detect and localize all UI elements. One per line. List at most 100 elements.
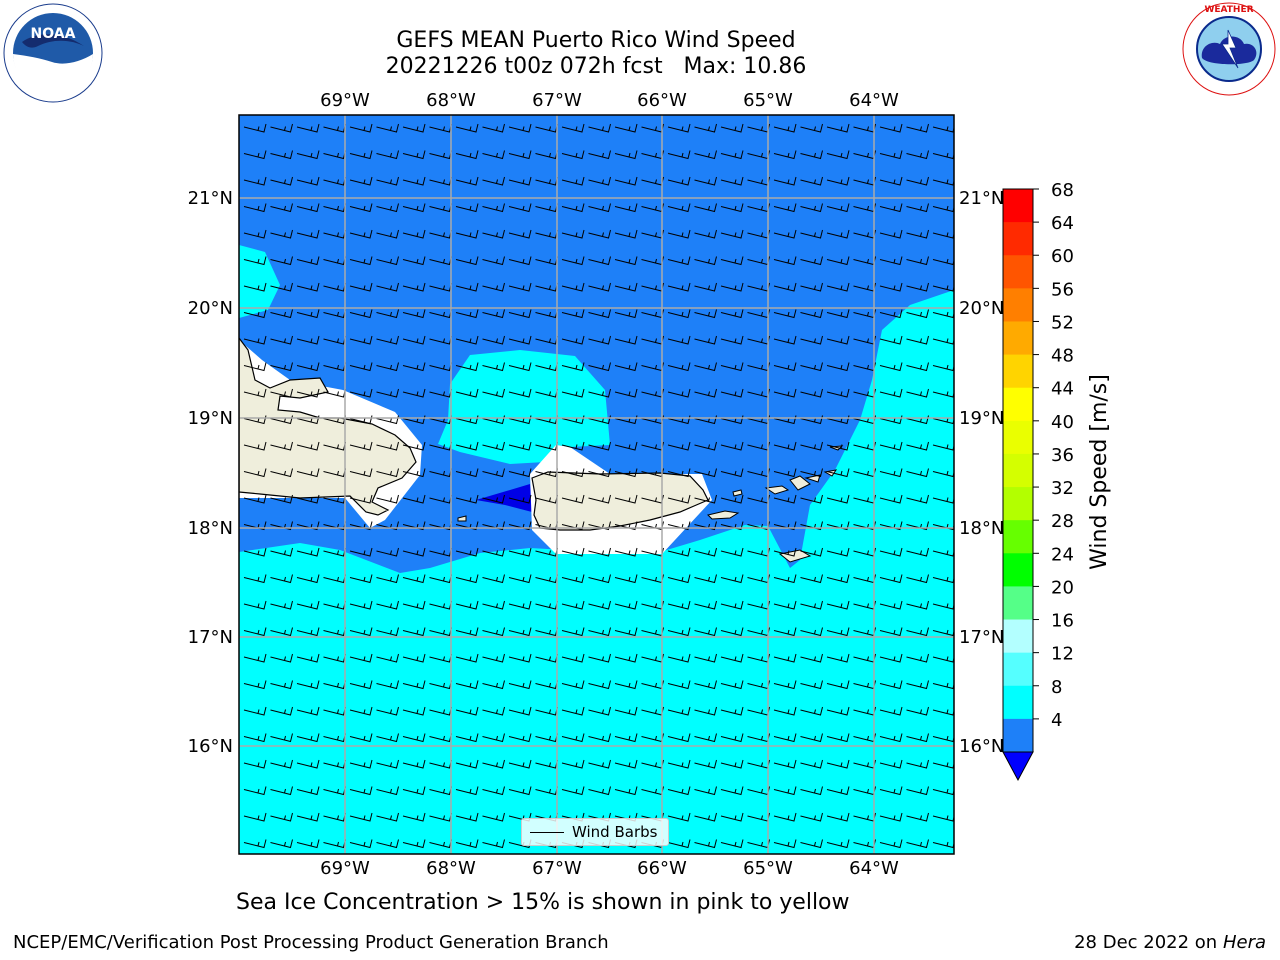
- wind-barb: [800, 600, 823, 610]
- wind-barb: [349, 839, 373, 849]
- wind-barb: [402, 600, 426, 610]
- wind-barb: [667, 335, 691, 345]
- wind-barb: [773, 547, 797, 557]
- wind-barb: [614, 203, 638, 213]
- wind-barb: [508, 176, 532, 186]
- wind-barb: [376, 468, 399, 478]
- footer-date-text: 28 Dec 2022 on: [1074, 932, 1218, 953]
- wind-barb: [376, 388, 399, 398]
- wind-barb: [270, 680, 293, 690]
- wind-barb: [932, 655, 954, 663]
- wind-barb: [376, 680, 399, 690]
- wind-barb: [906, 547, 929, 557]
- wind-barb: [879, 600, 903, 610]
- wind-barb: [906, 229, 929, 239]
- colorbar-segment: [1003, 453, 1033, 488]
- wind-barb: [906, 123, 929, 133]
- wind-barb: [879, 574, 903, 584]
- wind-barb: [402, 733, 426, 743]
- wind-barb: [455, 759, 479, 769]
- wind-barb: [773, 256, 797, 266]
- lon-label: 64°W: [849, 858, 899, 879]
- title-line-2: 20221226 t00z 072h fcst Max: 10.86: [385, 54, 807, 79]
- wind-barb: [508, 123, 532, 133]
- wind-barb: [826, 441, 850, 451]
- wind-barb: [243, 680, 267, 690]
- wind-barb: [694, 706, 717, 716]
- wind-barb: [376, 733, 399, 743]
- wind-barb: [482, 468, 505, 478]
- wind-barb: [296, 176, 320, 186]
- colorbar-tick-label: 56: [1051, 279, 1074, 300]
- wind-barb: [588, 759, 611, 769]
- wind-barb: [879, 812, 903, 822]
- lon-labels-bottom: 69°W 68°W 67°W 66°W 65°W 64°W: [320, 858, 899, 879]
- wind-barb: [800, 759, 823, 769]
- wind-barb: [588, 123, 611, 133]
- wind-barb: [694, 335, 717, 345]
- wind-barb: [906, 256, 929, 266]
- wind-barb: [455, 123, 479, 133]
- wind-barb: [561, 574, 585, 584]
- wind-barb: [349, 282, 373, 292]
- colorbar-segment: [1003, 586, 1033, 621]
- nws-logo-icon: WEATHER: [1182, 2, 1276, 96]
- wind-barb: [349, 759, 373, 769]
- colorbar-tick-label: 64: [1051, 213, 1074, 234]
- wind-barb: [455, 627, 479, 637]
- colorbar-tick-label: 52: [1051, 312, 1074, 333]
- wind-barb: [720, 309, 744, 319]
- wind-barb: [773, 494, 797, 504]
- colorbar-segment: [1003, 387, 1033, 422]
- wind-barb: [561, 547, 585, 557]
- wind-barb: [614, 494, 638, 504]
- wind-barb: [800, 574, 823, 584]
- wind-barb: [376, 600, 399, 610]
- wind-barb: [376, 547, 399, 557]
- wind-barb: [482, 759, 505, 769]
- wind-barb: [826, 176, 850, 186]
- colorbar-segment: [1003, 553, 1033, 587]
- wind-barb: [932, 682, 954, 690]
- lat-label: 21°N: [959, 188, 1004, 209]
- wind-barb: [508, 494, 532, 504]
- map-legend: Wind Barbs: [521, 818, 669, 846]
- wind-barb: [614, 335, 638, 345]
- lon-label: 68°W: [426, 90, 476, 111]
- wind-barb: [826, 229, 850, 239]
- wind-barb: [588, 574, 611, 584]
- wind-barb: [243, 547, 267, 557]
- wind-barb: [879, 468, 903, 478]
- wind-barb: [800, 388, 823, 398]
- colorbar-ticks: 68 64 60 56 52 48 44 40 36 32 28 24 20 16 12 8 4: [1033, 180, 1074, 731]
- wind-barb: [376, 282, 399, 292]
- wind-barb: [932, 258, 954, 266]
- wind-barb: [800, 653, 823, 663]
- wind-barb: [376, 494, 399, 504]
- wind-barb: [349, 468, 373, 478]
- wind-barb: [349, 123, 373, 133]
- wind-barb: [376, 150, 399, 160]
- wind-barb: [588, 203, 611, 213]
- wind-barb: [694, 786, 717, 796]
- wind-barb: [482, 627, 505, 637]
- wind-barb: [402, 653, 426, 663]
- wind-barb: [906, 176, 929, 186]
- wind-barb: [773, 653, 797, 663]
- wind-barb: [508, 362, 532, 372]
- wind-barb: [376, 362, 399, 372]
- wind-barb: [243, 123, 267, 133]
- wind-barb: [482, 494, 505, 504]
- wind-barb: [826, 547, 850, 557]
- legend-label: Wind Barbs: [572, 823, 658, 841]
- wind-barb: [296, 653, 320, 663]
- wind-barb: [508, 150, 532, 160]
- wind-barb: [349, 229, 373, 239]
- wind-barb: [376, 627, 399, 637]
- wind-barb: [588, 176, 611, 186]
- wind-barb: [243, 362, 267, 372]
- wind-barb: [296, 362, 320, 372]
- wind-barb: [561, 203, 585, 213]
- wind-barb: [561, 494, 585, 504]
- wind-barb: [614, 282, 638, 292]
